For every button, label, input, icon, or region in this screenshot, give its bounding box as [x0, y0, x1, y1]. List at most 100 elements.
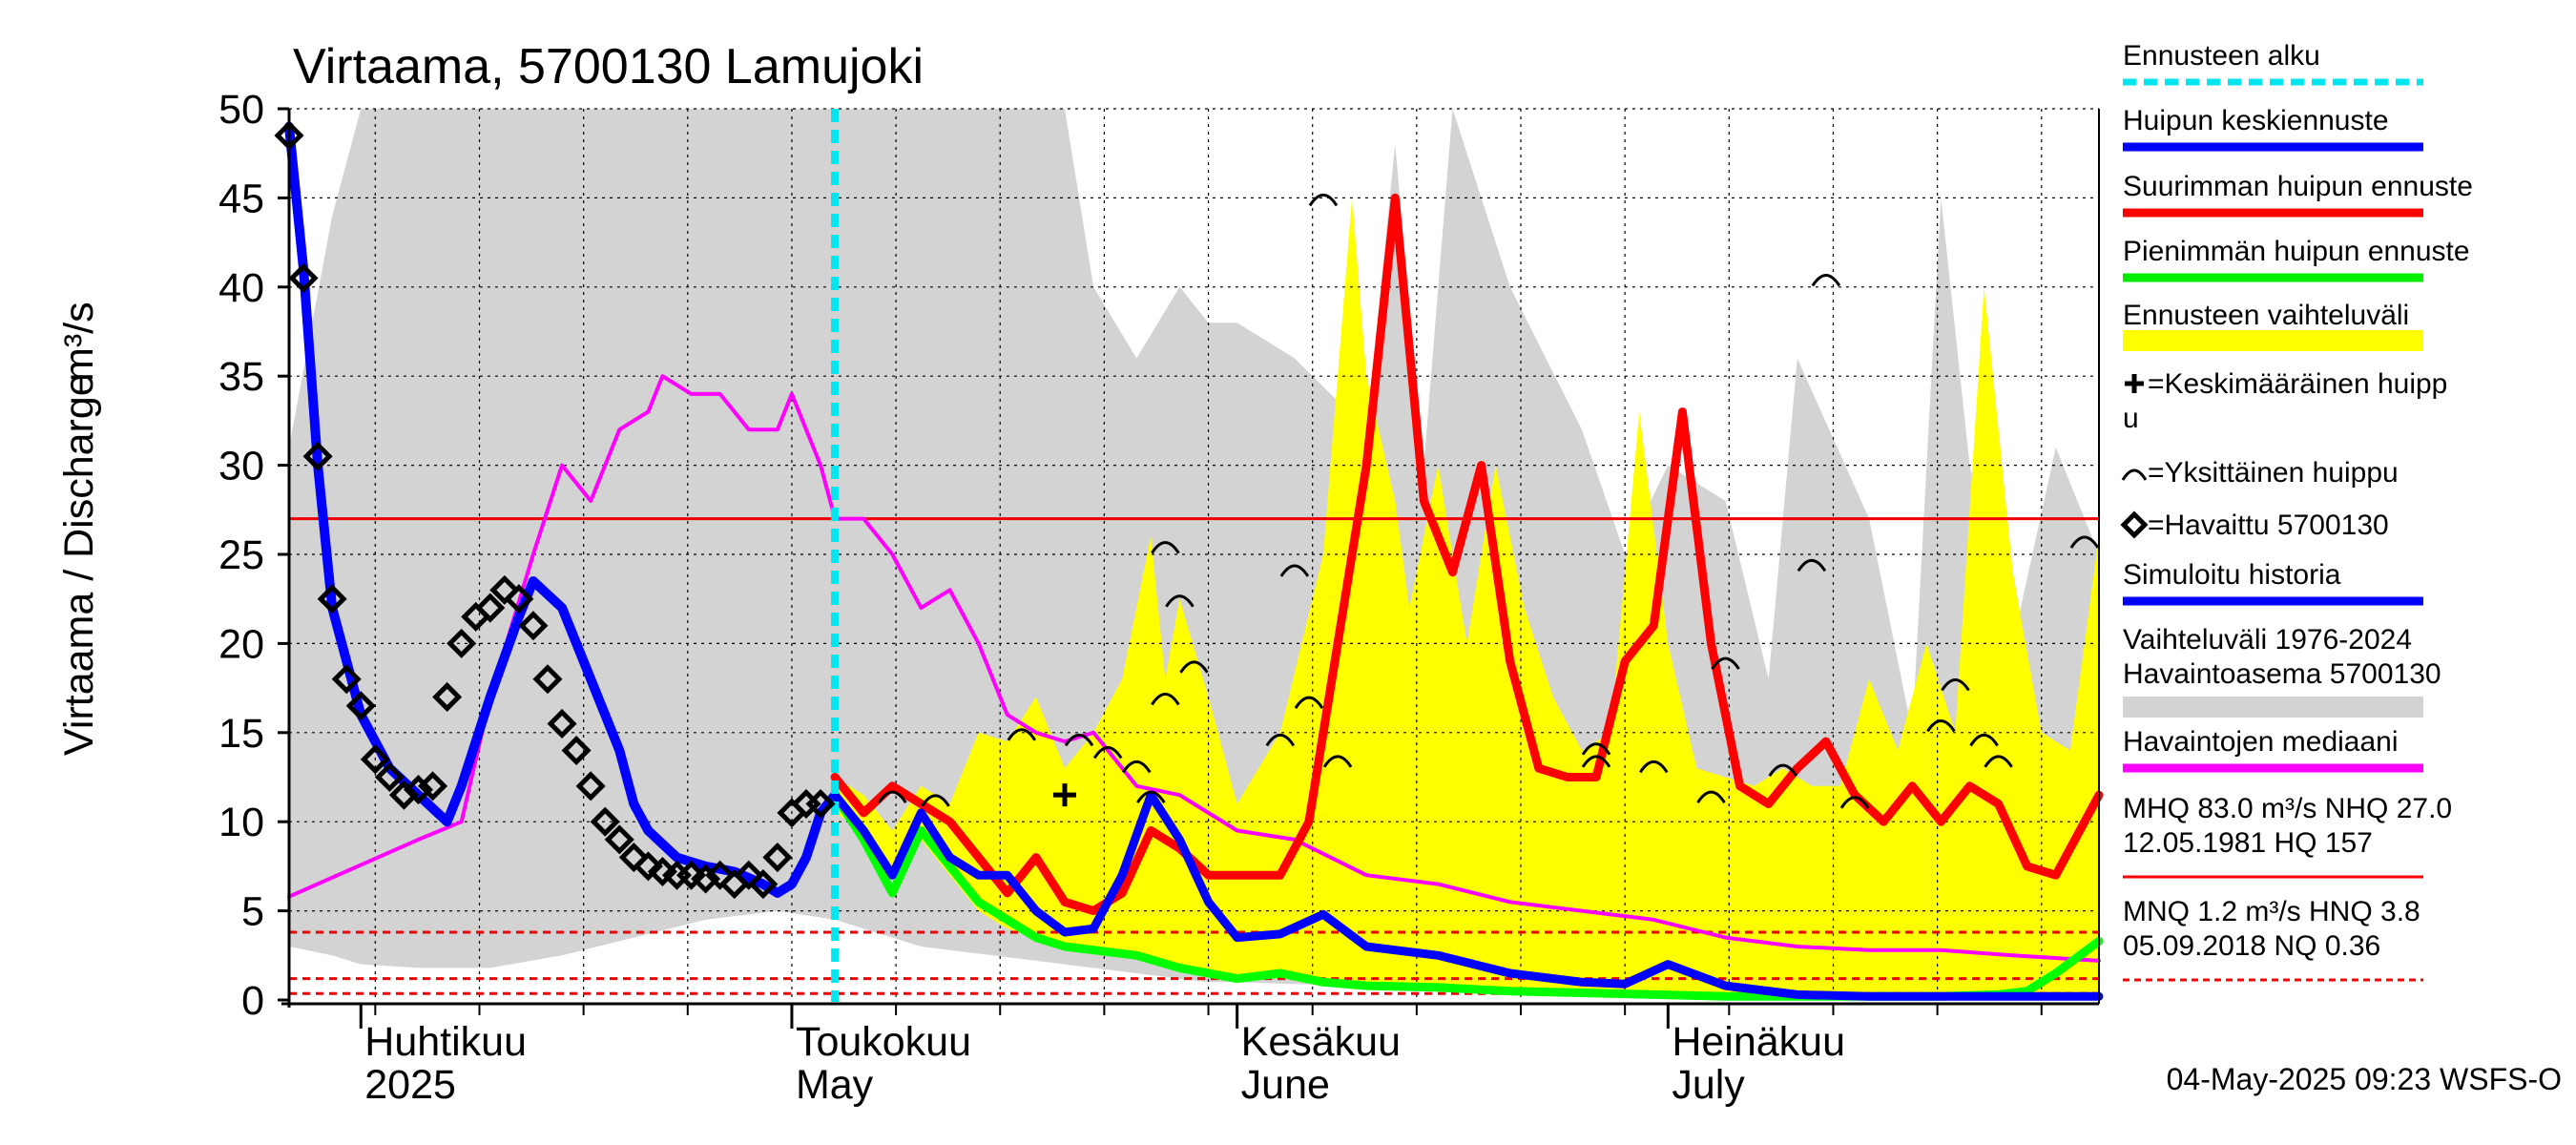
- observed-point: [331, 664, 362, 695]
- legend-label: MHQ 83.0 m³/s NHQ 27.0: [2123, 793, 2452, 824]
- legend-item: Pienimmän huipun ennuste: [2123, 236, 2470, 282]
- y-axis-label: Virtaama / Discharge: [56, 373, 102, 756]
- observed-point: [805, 788, 836, 820]
- mean-peak-marker: [1053, 783, 1076, 807]
- reference-lines: [289, 517, 2099, 995]
- observed-point: [489, 574, 520, 605]
- month-sublabel: June: [1241, 1062, 1330, 1108]
- y-axis-unit: m³/s: [56, 302, 102, 382]
- observed-point: [734, 860, 764, 890]
- single-peak-marker: [1581, 755, 1611, 768]
- single-peak-marker: [1926, 718, 1956, 733]
- legend-band-swatch: [2123, 697, 2423, 718]
- observed-point: [374, 761, 405, 793]
- observed-point: [504, 584, 534, 614]
- legend-item: Suurimman huipun ennuste: [2123, 171, 2473, 218]
- observed-point: [691, 864, 721, 894]
- observed-point: [447, 628, 477, 658]
- observed-point: [317, 584, 347, 614]
- single-peak-marker: [1136, 790, 1166, 804]
- y-tick-label: 25: [218, 532, 264, 578]
- single-peak-marker: [1696, 790, 1726, 804]
- single-peak-marker: [1007, 728, 1037, 741]
- single-peak-marker: [1969, 733, 1999, 747]
- observed-point: [762, 843, 793, 873]
- legend-label-line2: Havaintoasema 5700130: [2123, 658, 2441, 690]
- month-label: Toukokuu: [796, 1019, 971, 1065]
- series-huipun-keskiennuste: [830, 790, 2104, 1001]
- legend-label: Suurimman huipun ennuste: [2123, 171, 2473, 202]
- observed-point: [618, 843, 649, 873]
- legend-item: Ennusteen vaihteluväli: [2123, 300, 2423, 351]
- legend-item: Ennusteen alku: [2123, 40, 2423, 86]
- single-peak-marker: [1711, 656, 1740, 670]
- y-tick-label: 20: [218, 621, 264, 667]
- month-label: Huhtikuu: [364, 1019, 527, 1065]
- single-peak-marker: [2069, 535, 2100, 549]
- month-label: Kesäkuu: [1241, 1019, 1401, 1065]
- legend-item: Simuloitu historia: [2123, 559, 2423, 606]
- legend-plus-symbol: [2125, 374, 2144, 393]
- legend-label-line2: 12.05.1981 HQ 157: [2123, 827, 2373, 859]
- legend: Ennusteen alku Huipun keskiennuste Suurimm…: [2120, 40, 2473, 982]
- y-tick-label: 45: [218, 176, 264, 221]
- legend-item: Havaintojen mediaani: [2123, 726, 2423, 773]
- month-sublabel: May: [796, 1062, 874, 1108]
- single-peak-marker: [1165, 594, 1195, 608]
- single-peak-marker: [1768, 763, 1798, 777]
- legend-label: =Yksittäinen huippu: [2148, 457, 2399, 489]
- single-peak-marker: [1151, 692, 1180, 706]
- observed-point: [561, 735, 592, 766]
- series-havaintojen-mediaani: [287, 374, 2101, 963]
- observed-point: [475, 593, 506, 623]
- single-peak-marker: [1179, 660, 1209, 674]
- legend-label: MNQ 1.2 m³/s HNQ 3.8: [2123, 896, 2420, 927]
- single-peak-marker: [1308, 193, 1339, 207]
- month-sublabel: 2025: [364, 1062, 456, 1108]
- footer-timestamp: 04-May-2025 09:23 WSFS-O: [2167, 1062, 2562, 1096]
- observed-point: [705, 860, 736, 890]
- observed-point: [547, 708, 577, 739]
- chart-title: Virtaama, 5700130 Lamujoki: [293, 39, 924, 94]
- legend-label: Havaintojen mediaani: [2123, 726, 2399, 758]
- legend-label: Vaihteluväli 1976-2024: [2123, 624, 2412, 656]
- observed-point: [360, 744, 390, 775]
- y-tick-label: 35: [218, 354, 264, 400]
- legend-item: Vaihteluväli 1976-2024 Havaintoasema 570…: [2123, 624, 2441, 718]
- single-peak-marker: [1151, 541, 1180, 554]
- single-peak-marker: [1581, 742, 1611, 756]
- single-peak-marker: [1839, 796, 1870, 809]
- legend-item: MHQ 83.0 m³/s NHQ 27.012.05.1981 HQ 157: [2123, 793, 2452, 879]
- observed-point: [288, 262, 319, 293]
- legend-label-line2: 05.09.2018 NQ 0.36: [2123, 930, 2380, 962]
- single-peak-marker: [1265, 733, 1296, 747]
- single-peak-marker: [1322, 755, 1353, 768]
- single-peak-marker: [1639, 760, 1669, 774]
- y-tick-label: 30: [218, 444, 264, 489]
- observed-point: [518, 611, 549, 641]
- month-label: Heinäkuu: [1672, 1019, 1845, 1065]
- single-peak-marker: [921, 794, 950, 807]
- single-peak-marker: [1294, 696, 1324, 710]
- y-tick-label: 50: [218, 87, 264, 133]
- legend-arc-symbol: [2121, 468, 2148, 481]
- single-peak-marker: [1064, 733, 1094, 747]
- single-peak-marker: [878, 790, 907, 804]
- series-simuloitu-historia: [284, 121, 841, 898]
- legend-diamond-symbol: [2120, 510, 2149, 539]
- observed-point: [418, 771, 448, 802]
- y-tick-label: 5: [241, 889, 264, 935]
- y-tick-label: 0: [241, 978, 264, 1024]
- observed-point: [590, 806, 620, 837]
- legend-label: Simuloitu historia: [2123, 559, 2341, 591]
- observed-point: [532, 664, 563, 695]
- single-peak-marker: [1811, 273, 1841, 287]
- y-tick-label: 15: [218, 711, 264, 757]
- single-peak-marker: [1941, 678, 1970, 692]
- legend-label: Huipun keskiennuste: [2123, 105, 2389, 136]
- single-peak-marker: [1984, 755, 2013, 768]
- axes: 05101520253035404550Huhtikuu2025Toukokuu…: [218, 87, 2100, 1108]
- observed-point: [575, 771, 606, 802]
- legend-item: =Yksittäinen huippu: [2121, 457, 2399, 489]
